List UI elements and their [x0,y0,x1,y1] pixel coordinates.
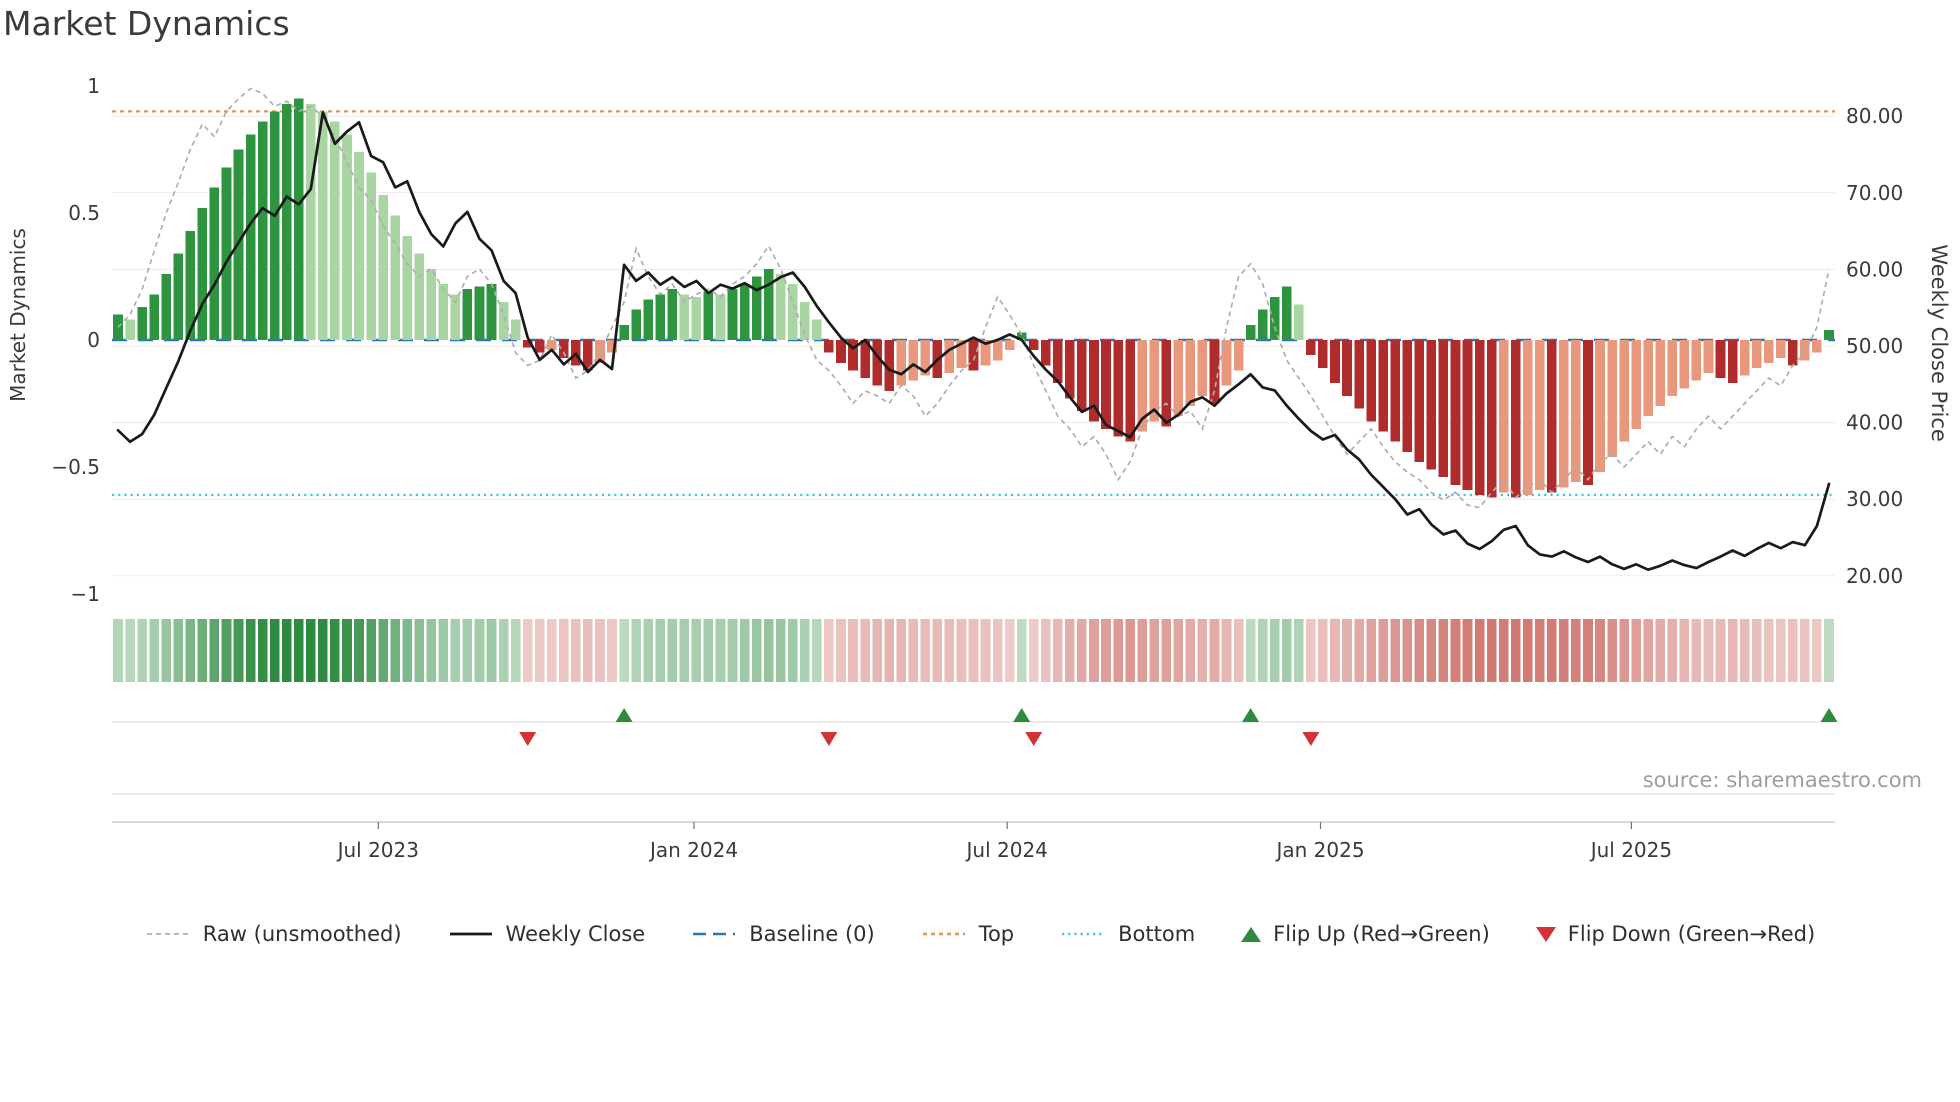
heatmap-strip [113,619,1834,682]
legend-label-raw: Raw (unsmoothed) [202,922,402,946]
svg-text:−0.5: −0.5 [51,455,100,479]
svg-text:Jul 2024: Jul 2024 [965,838,1048,862]
flip-marker-panel: Jul 2023 Jan 2024 Jul 2024 Jan 2025 Jul 2025 [112,721,1835,862]
weekly-close-line [116,111,1831,572]
svg-text:30.00: 30.00 [1846,487,1903,511]
legend: Raw (unsmoothed) Weekly Close Baseline (… [0,922,1960,946]
svg-text:Jul 2023: Jul 2023 [336,838,419,862]
legend-item-raw: Raw (unsmoothed) [145,922,402,946]
axis-ticks: −1 −0.5 0 0.5 1 20.00 30.00 40.00 50.00 60.00 70.0… [51,74,1903,606]
source-credit: source: sharemaestro.com [1642,768,1922,792]
chart-canvas: −1 −0.5 0 0.5 1 20.00 30.00 40.00 50.00 60.00 70.0… [51,74,1903,862]
baseline-swatch-icon [693,932,736,936]
legend-label-flip-down: Flip Down (Green→Red) [1567,922,1816,946]
chart-title: Market Dynamics [3,4,290,43]
svg-text:0: 0 [87,328,100,352]
legend-item-bottom: Bottom [1060,922,1195,946]
svg-text:80.00: 80.00 [1846,104,1903,128]
svg-text:60.00: 60.00 [1846,257,1903,281]
legend-item-top: Top [921,922,1014,946]
y-axis-label-right: Weekly Close Price [1927,244,1951,442]
svg-text:0.5: 0.5 [68,201,100,225]
svg-text:−1: −1 [71,582,100,606]
weekly-close-swatch-icon [449,932,492,936]
legend-label-baseline: Baseline (0) [749,922,875,946]
flip-up-triangle-icon [1241,926,1262,942]
legend-item-baseline: Baseline (0) [691,922,875,946]
legend-item-flip-up: Flip Up (Red→Green) [1241,922,1490,946]
raw-line-swatch-icon [146,933,189,935]
y-axis-label-left: Market Dynamics [6,228,30,402]
raw-line [117,87,1830,509]
svg-text:1: 1 [87,74,100,98]
legend-label-bottom: Bottom [1118,922,1196,946]
svg-text:40.00: 40.00 [1846,411,1903,435]
legend-item-weekly-close: Weekly Close [448,922,646,946]
bottom-line-swatch-icon [1062,932,1105,936]
top-line-swatch-icon [922,932,965,936]
svg-text:Jan 2024: Jan 2024 [648,838,738,862]
svg-text:Jul 2025: Jul 2025 [1589,838,1672,862]
legend-label-flip-up: Flip Up (Red→Green) [1273,922,1490,946]
flip-down-markers [519,732,1320,746]
flip-down-triangle-icon [1535,926,1556,942]
oscillator-bars [113,98,1834,498]
flip-up-markers [615,708,1838,722]
svg-text:Jan 2025: Jan 2025 [1274,838,1364,862]
svg-text:50.00: 50.00 [1846,334,1903,358]
legend-label-weekly-close: Weekly Close [505,922,646,946]
legend-item-flip-down: Flip Down (Green→Red) [1535,922,1816,946]
svg-text:20.00: 20.00 [1846,564,1903,588]
legend-label-top: Top [978,922,1015,946]
svg-text:70.00: 70.00 [1846,181,1903,205]
